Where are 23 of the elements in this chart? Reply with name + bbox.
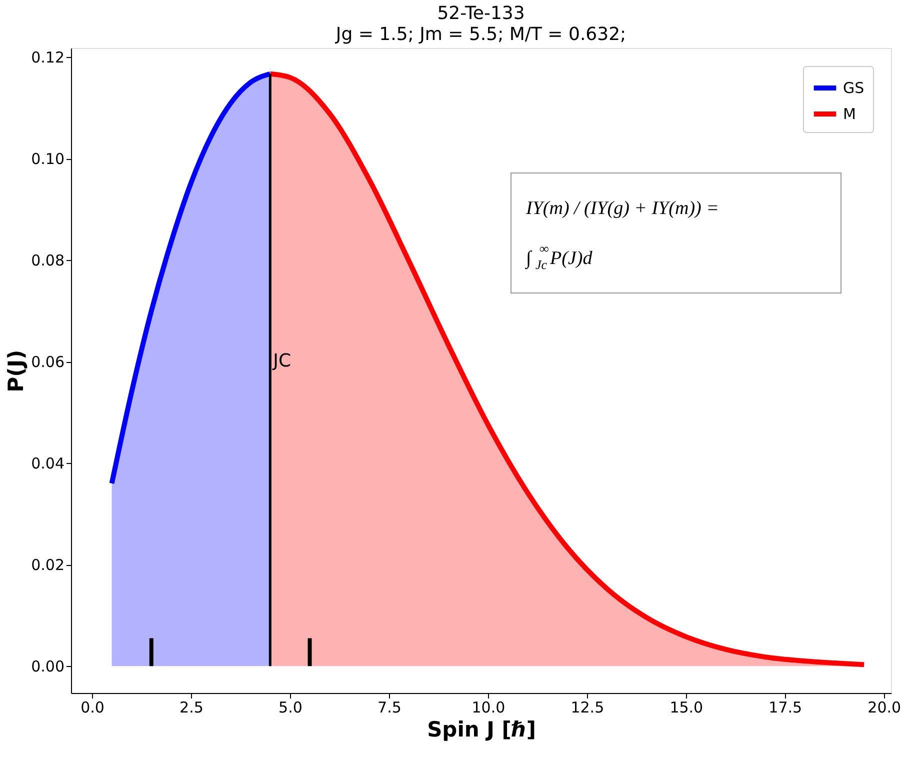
legend-label: GS (843, 79, 864, 97)
x-tick-label: 15.0 (670, 698, 704, 716)
y-tick-label: 0.00 (31, 658, 64, 676)
x-axis-title: Spin J [ℏ] (427, 718, 536, 742)
y-tick-label: 0.10 (31, 150, 64, 168)
x-tick-label: 10.0 (472, 698, 506, 716)
y-tick-label: 0.04 (31, 454, 64, 473)
y-tick-label: 0.06 (31, 353, 64, 372)
annotation: JC (272, 350, 292, 372)
y-tick-label: 0.08 (31, 252, 64, 270)
x-tick-label: 5.0 (278, 698, 302, 716)
chart-subtitle: Jg = 1.5; Jm = 5.5; M/T = 0.632; (334, 24, 626, 45)
x-tick-label: 0.0 (80, 698, 104, 716)
x-tick-label: 7.5 (378, 698, 402, 716)
y-tick-label: 0.12 (31, 48, 64, 67)
y-axis-title: P(J) (4, 350, 28, 392)
legend-label: M (843, 105, 856, 123)
x-tick-label: 17.5 (768, 698, 802, 716)
chart-title: 52-Te-133 (437, 3, 525, 24)
x-tick-label: 2.5 (180, 698, 204, 716)
y-tick-label: 0.02 (31, 556, 64, 574)
x-tick-label: 12.5 (570, 698, 604, 716)
x-tick-label: 20.0 (868, 698, 902, 716)
